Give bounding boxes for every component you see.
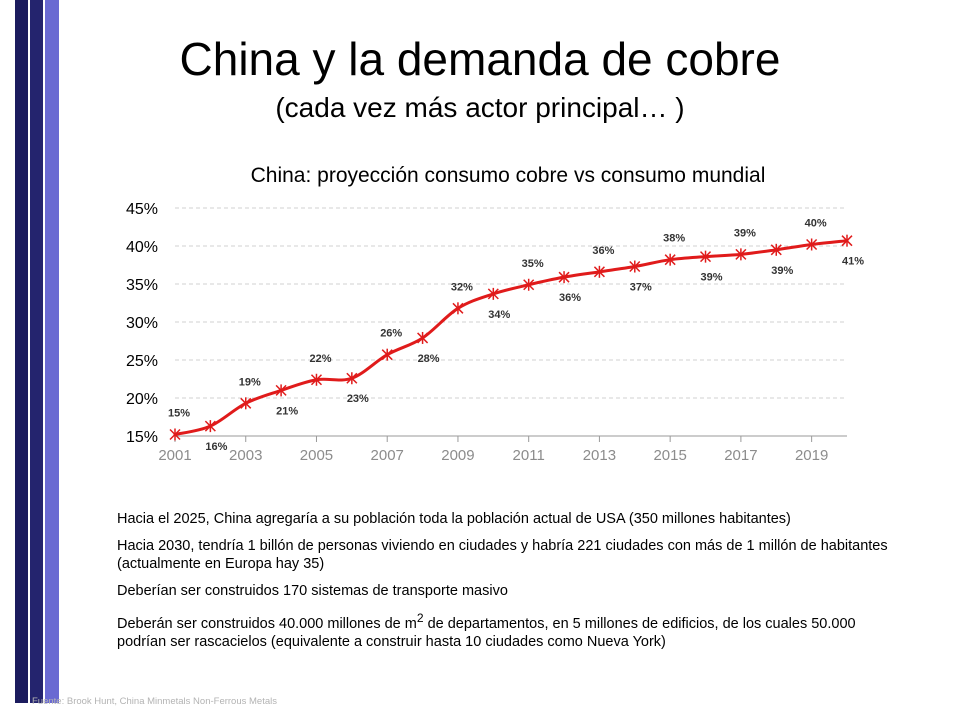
x-tick-label: 2005 [300, 447, 333, 464]
data-label: 35% [522, 258, 544, 270]
data-label: 41% [842, 256, 864, 268]
data-label: 23% [347, 393, 369, 405]
y-tick-label: 25% [126, 353, 158, 370]
bullet-4-superscript: 2 [417, 611, 424, 625]
bullet-3: Deberían ser construidos 170 sistemas de… [117, 582, 897, 600]
x-tick-label: 2003 [229, 447, 262, 464]
data-label: 36% [592, 245, 614, 257]
data-label: 28% [418, 353, 440, 365]
x-tick-label: 2017 [724, 447, 757, 464]
bullet-list: Hacia el 2025, China agregaría a su pobl… [117, 510, 897, 660]
y-axis: 15% 20% 25% 30% 35% 40% 45% [126, 201, 158, 446]
y-tick-label: 15% [126, 429, 158, 446]
data-label: 16% [205, 441, 227, 453]
data-label: 19% [239, 376, 261, 388]
data-label: 22% [309, 353, 331, 365]
data-point [453, 302, 463, 314]
x-tick-label: 2011 [513, 447, 545, 464]
data-label: 38% [663, 233, 685, 245]
data-label: 36% [559, 292, 581, 304]
series-markers [170, 235, 852, 441]
x-tick-label: 2007 [371, 447, 404, 464]
x-tick-label: 2013 [583, 447, 616, 464]
data-label: 26% [380, 328, 402, 340]
y-tick-label: 30% [126, 315, 158, 332]
bullet-2: Hacia 2030, tendría 1 billón de personas… [117, 537, 897, 573]
data-point [382, 349, 392, 361]
y-tick-label: 35% [126, 277, 158, 294]
x-tick-label: 2019 [795, 447, 828, 464]
data-label: 32% [451, 281, 473, 293]
data-label: 15% [168, 407, 190, 419]
x-tick-label: 2015 [653, 447, 686, 464]
data-label: 39% [701, 272, 723, 284]
data-label: 39% [771, 265, 793, 277]
bullet-1: Hacia el 2025, China agregaría a su pobl… [117, 510, 897, 528]
data-label: 40% [805, 217, 827, 229]
line-chart: China: proyección consumo cobre vs consu… [0, 0, 960, 480]
bullet-4: Deberán ser construidos 40.000 millones … [117, 609, 897, 651]
data-label: 39% [734, 227, 756, 239]
source-note: Fuente: Brook Hunt, China Minmetals Non-… [32, 696, 277, 707]
data-label: 34% [488, 309, 510, 321]
data-label: 21% [276, 405, 298, 417]
bullet-4-text-a: Deberán ser construidos 40.000 millones … [117, 616, 417, 632]
x-tick-label: 2009 [441, 447, 474, 464]
data-label: 37% [630, 282, 652, 294]
y-tick-label: 45% [126, 201, 158, 218]
data-point [241, 397, 251, 409]
data-point [418, 332, 428, 344]
chart-title: China: proyección consumo cobre vs consu… [251, 164, 766, 187]
x-axis: 2001 2003 2005 2007 2009 2011 2013 2015 2017 2019 [158, 436, 847, 464]
x-tick-label: 2001 [158, 447, 191, 464]
y-tick-label: 40% [126, 239, 158, 256]
y-tick-label: 20% [126, 391, 158, 408]
